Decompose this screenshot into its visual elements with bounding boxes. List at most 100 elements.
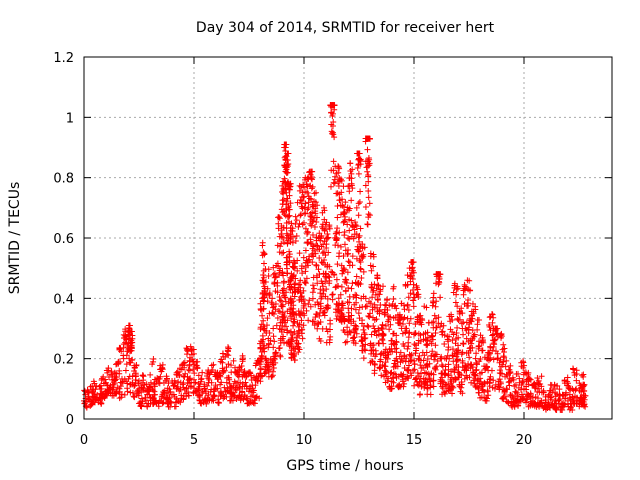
data-point (503, 385, 510, 392)
data-point (556, 386, 563, 393)
data-point (288, 233, 295, 240)
data-point (404, 272, 411, 279)
data-point (562, 392, 569, 399)
data-point (347, 329, 354, 336)
data-point (465, 349, 472, 356)
data-point (98, 385, 105, 392)
data-point (424, 334, 431, 341)
data-point (424, 364, 431, 371)
data-point (147, 371, 154, 378)
data-point (381, 309, 388, 316)
data-point (333, 229, 340, 236)
data-point (435, 276, 442, 283)
data-point (226, 376, 233, 383)
data-point (523, 399, 530, 406)
data-point (433, 324, 440, 331)
x-tick-label: 15 (406, 433, 423, 448)
data-point (344, 221, 351, 228)
data-point (561, 401, 568, 408)
data-point (364, 160, 371, 167)
data-point (257, 370, 264, 377)
data-point (416, 373, 423, 380)
data-point (387, 313, 394, 320)
data-point (150, 387, 157, 394)
data-point (286, 251, 293, 258)
data-point (430, 383, 437, 390)
data-point (350, 293, 357, 300)
data-point (143, 381, 150, 388)
data-point (195, 380, 202, 387)
data-point (371, 370, 378, 377)
data-point (373, 316, 380, 323)
data-point (490, 377, 497, 384)
data-point (429, 348, 436, 355)
data-point (488, 367, 495, 374)
data-point (155, 379, 162, 386)
data-point (260, 249, 267, 256)
data-point (506, 378, 513, 385)
data-point (230, 357, 237, 364)
data-point (487, 313, 494, 320)
data-point (294, 199, 301, 206)
data-point (298, 183, 305, 190)
data-point (421, 384, 428, 391)
data-point (432, 342, 439, 349)
data-point (520, 359, 527, 366)
data-point (257, 300, 264, 307)
y-tick-label: 0 (66, 413, 74, 428)
data-point (495, 378, 502, 385)
data-point (527, 398, 534, 405)
data-point (262, 370, 269, 377)
data-point (572, 386, 579, 393)
data-point (485, 349, 492, 356)
data-point (335, 295, 342, 302)
data-point (576, 380, 583, 387)
data-point (481, 380, 488, 387)
data-point (441, 390, 448, 397)
data-point (284, 157, 291, 164)
data-point (417, 362, 424, 369)
data-point (307, 168, 314, 175)
data-point (280, 279, 287, 286)
data-point (221, 384, 228, 391)
data-point (295, 340, 302, 347)
data-point (183, 351, 190, 358)
data-point (348, 217, 355, 224)
data-point (405, 343, 412, 350)
data-point (135, 387, 142, 394)
data-point (404, 374, 411, 381)
data-point (204, 382, 211, 389)
data-point (426, 375, 433, 382)
data-point (266, 330, 273, 337)
data-point (486, 323, 493, 330)
data-point (322, 252, 329, 259)
data-point (364, 221, 371, 228)
data-point (290, 318, 297, 325)
data-point (227, 397, 234, 404)
data-point (280, 249, 287, 256)
data-point (116, 367, 123, 374)
data-point (367, 250, 374, 257)
data-point (447, 380, 454, 387)
data-point (462, 325, 469, 332)
data-point (313, 219, 320, 226)
data-point (460, 340, 467, 347)
data-point (477, 355, 484, 362)
data-point (293, 232, 300, 239)
data-point (410, 281, 417, 288)
data-point (487, 373, 494, 380)
data-point (357, 265, 364, 272)
x-tick-labels: 0 5 10 15 20 (80, 433, 532, 448)
data-point (438, 362, 445, 369)
data-point (223, 393, 230, 400)
data-point (284, 240, 291, 247)
data-point (270, 333, 277, 340)
data-point (306, 297, 313, 304)
data-point (225, 361, 232, 368)
data-point (341, 228, 348, 235)
data-point (175, 371, 182, 378)
data-point (325, 249, 332, 256)
data-point (373, 285, 380, 292)
data-point (338, 177, 345, 184)
